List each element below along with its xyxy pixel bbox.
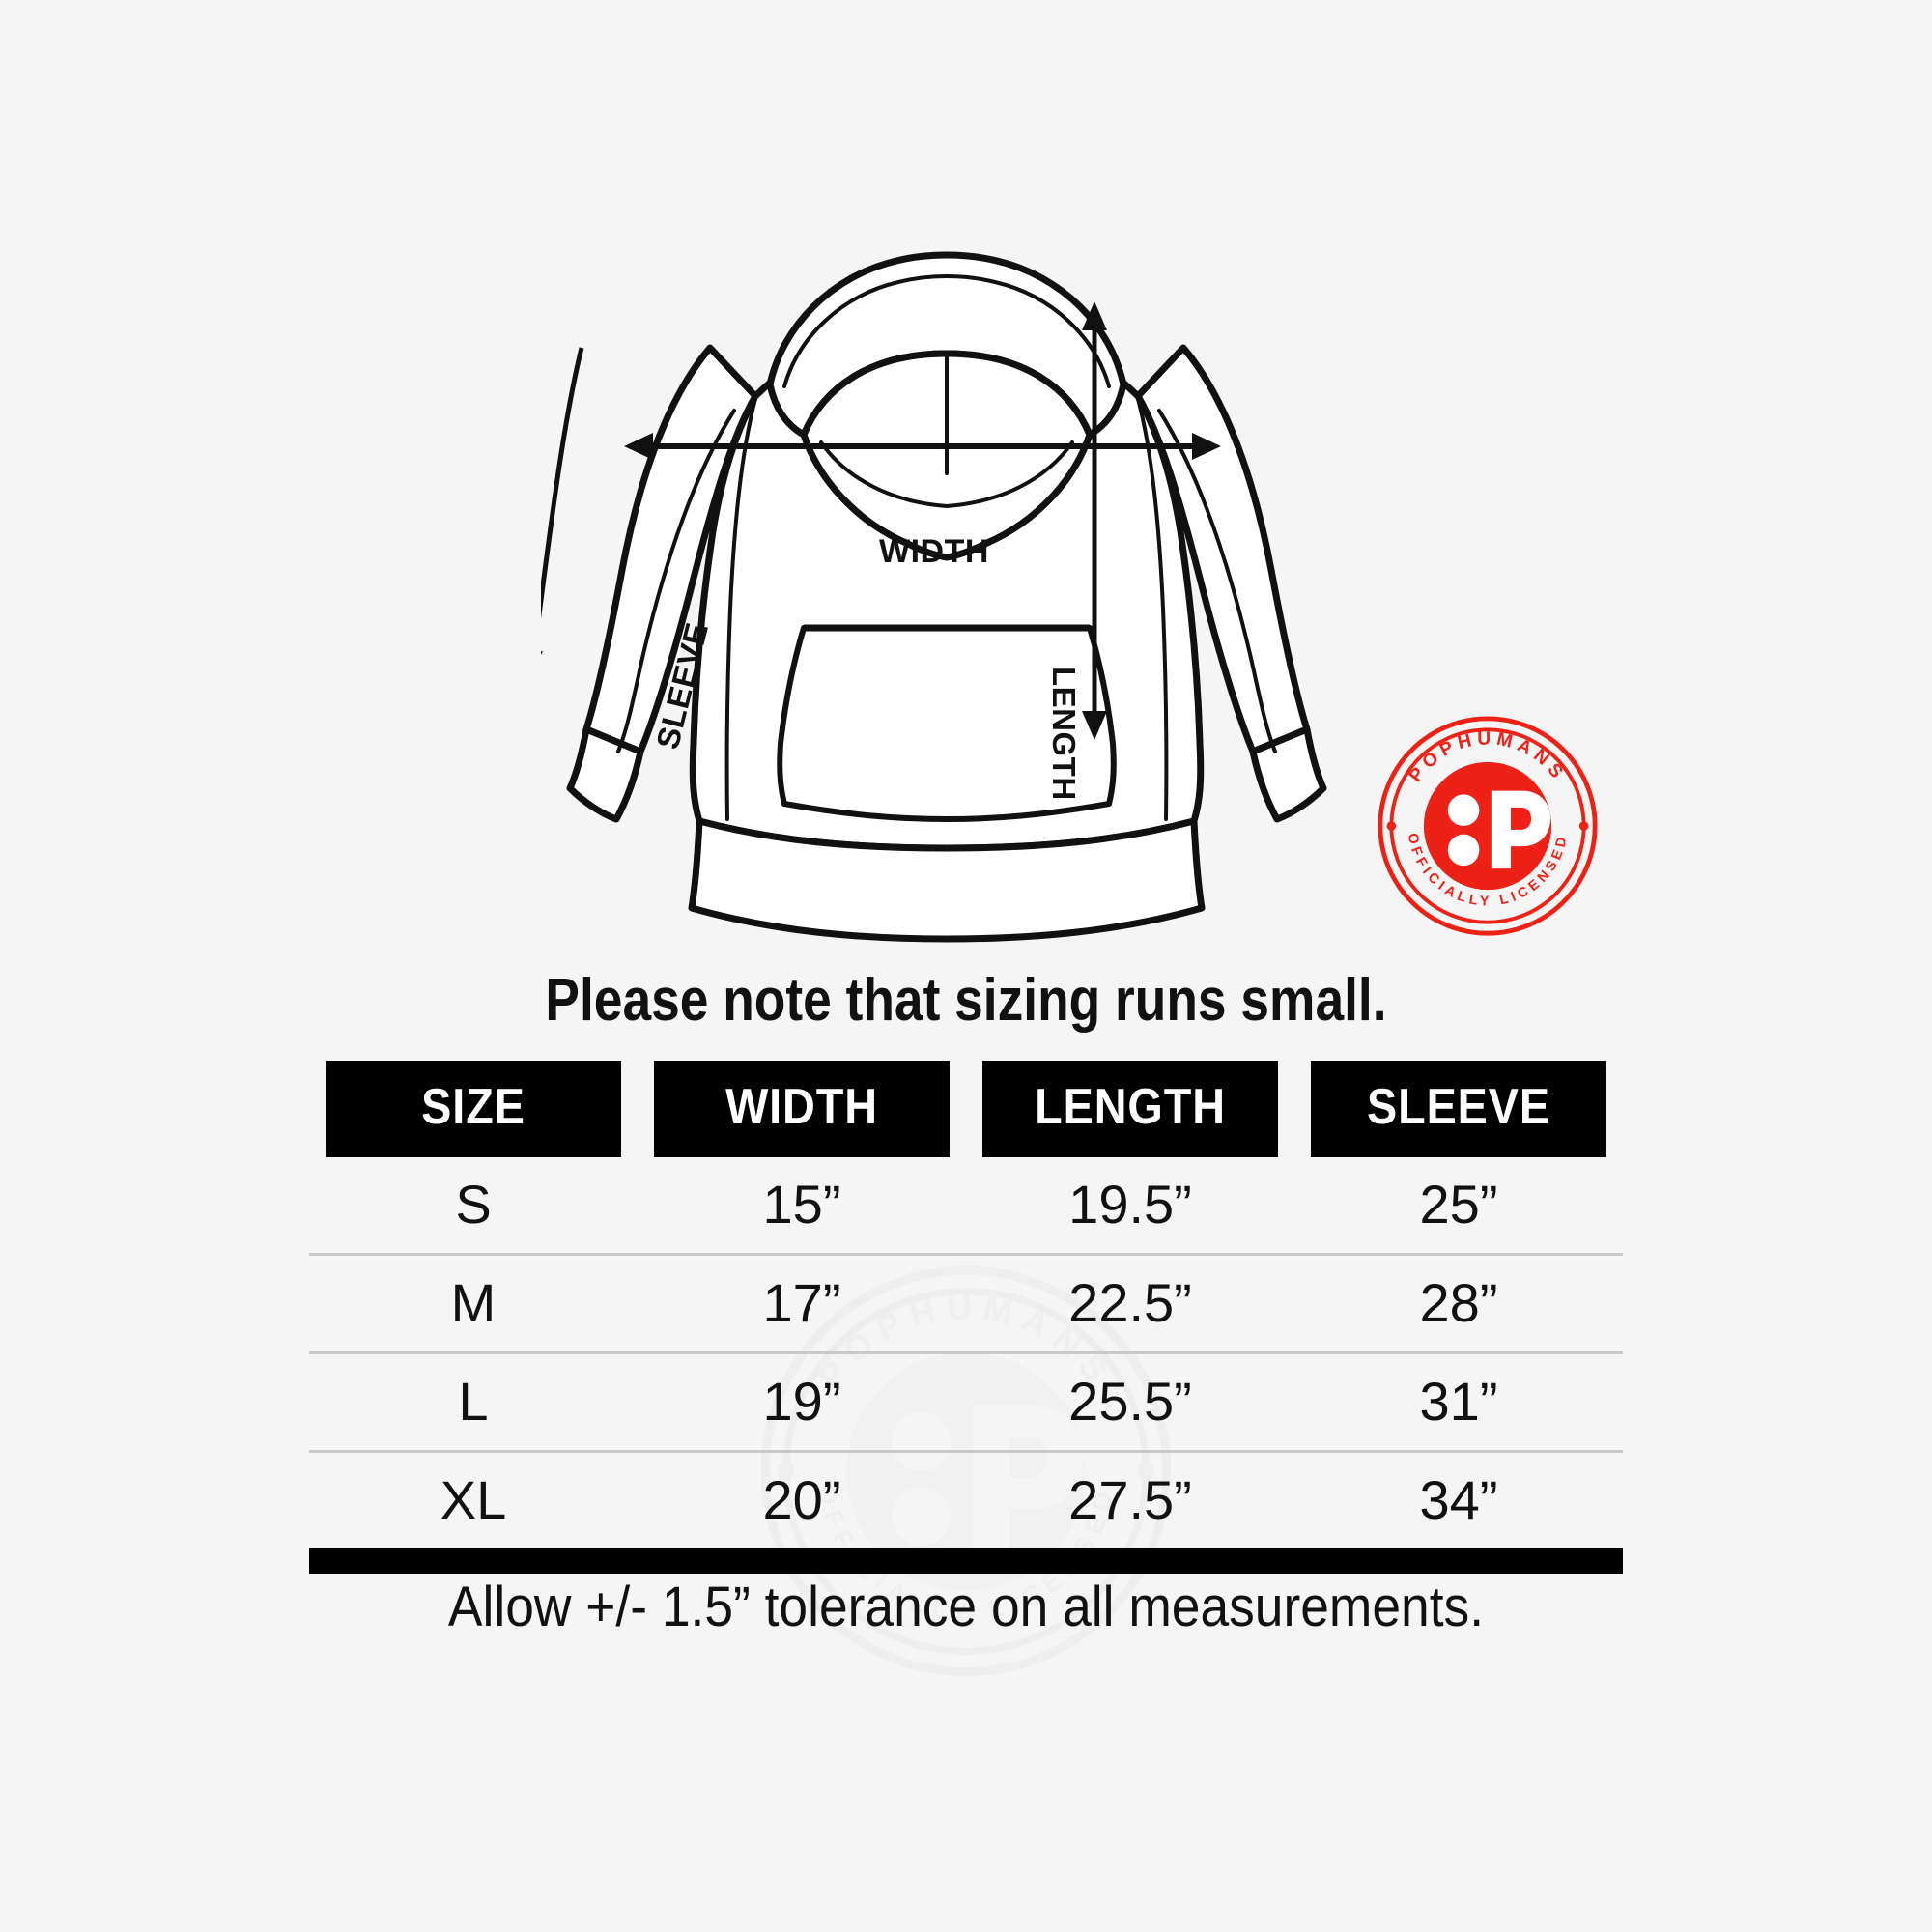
size-table-container: POPHUMANS OFFICIALLY LICENSED SIZE WIDTH… — [309, 1061, 1623, 1677]
table-header-row: SIZE WIDTH LENGTH SLEEVE — [309, 1061, 1623, 1157]
cell-width: 20” — [762, 1469, 841, 1530]
cell-sleeve: 31” — [1294, 1352, 1623, 1453]
hoodie-illustration — [541, 242, 1352, 976]
length-arrow — [1082, 301, 1107, 740]
pophumans-official-seal: POPHUMANS OFFICIALLY LICENSED — [1377, 715, 1599, 937]
column-header-width: WIDTH — [654, 1061, 950, 1157]
footer-bar — [309, 1548, 1623, 1574]
cell-width: 17” — [638, 1254, 966, 1354]
cell-size: S — [309, 1157, 638, 1256]
column-header-sleeve: SLEEVE — [1311, 1061, 1606, 1157]
table-row: M 17” 22.5” 28” — [309, 1254, 1623, 1354]
table-row: L 19” 25.5” 31” — [309, 1352, 1623, 1453]
sleeve-arrow — [541, 347, 584, 656]
cell-length: 27.5” — [1068, 1469, 1192, 1530]
column-header-size: SIZE — [326, 1061, 621, 1157]
cell-size: XL — [440, 1469, 507, 1530]
cell-length: 25.5” — [966, 1352, 1294, 1453]
cell-length: 19.5” — [966, 1157, 1294, 1256]
cell-size: L — [309, 1352, 638, 1453]
tolerance-footnote: Allow +/- 1.5” tolerance on all measurem… — [447, 1576, 1485, 1638]
cell-sleeve: 28” — [1294, 1254, 1623, 1354]
table-row: XL 20” 27.5” 34” — [309, 1452, 1623, 1549]
cell-size: M — [309, 1254, 638, 1354]
length-measurement-label: LENGTH — [1046, 667, 1082, 801]
table-row: S 15” 19.5” 25” — [309, 1157, 1623, 1256]
sizing-note-headline: Please note that sizing runs small. — [545, 967, 1387, 1034]
table-footer-bar — [309, 1548, 1623, 1574]
cell-sleeve: 25” — [1294, 1157, 1623, 1256]
width-arrow — [624, 433, 1221, 460]
size-chart-table: SIZE WIDTH LENGTH SLEEVE S 15” 19.5” 25”… — [309, 1061, 1623, 1574]
width-measurement-label: WIDTH — [879, 533, 989, 570]
cell-length: 22.5” — [966, 1254, 1294, 1354]
cell-sleeve: 34” — [1419, 1469, 1498, 1530]
cell-width: 19” — [638, 1352, 966, 1453]
cell-width: 15” — [638, 1157, 966, 1256]
column-header-length: LENGTH — [982, 1061, 1278, 1157]
